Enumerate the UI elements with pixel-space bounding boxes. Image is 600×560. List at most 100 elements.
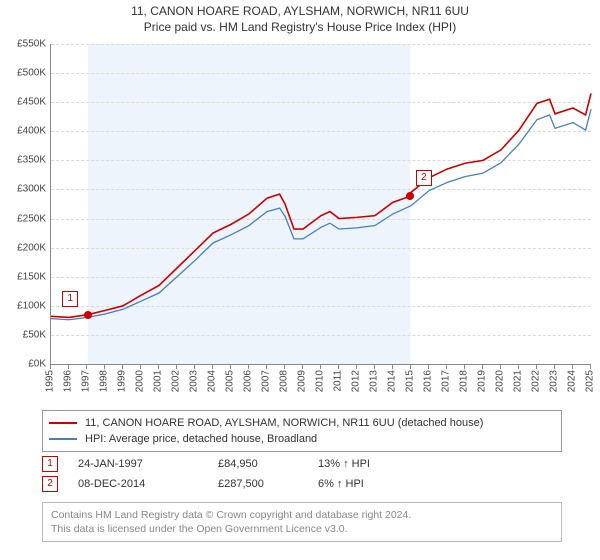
x-tick xyxy=(428,364,429,369)
x-tick xyxy=(122,364,123,369)
x-tick xyxy=(176,364,177,369)
x-tick-label: 2025 xyxy=(585,370,596,392)
y-tick-label: £200K xyxy=(17,242,46,253)
x-tick xyxy=(590,364,591,369)
x-tick xyxy=(266,364,267,369)
legend-label: 11, CANON HOARE ROAD, AYLSHAM, NORWICH, … xyxy=(85,417,483,429)
y-tick-label: £550K xyxy=(17,39,46,50)
x-tick-label: 2018 xyxy=(459,370,470,392)
y-tick-label: £450K xyxy=(17,97,46,108)
y-tick-label: £350K xyxy=(17,155,46,166)
x-tick-label: 2004 xyxy=(207,370,218,392)
x-tick-label: 2024 xyxy=(567,370,578,392)
legend-item: HPI: Average price, detached house, Broa… xyxy=(49,431,555,447)
chart-container: 11, CANON HOARE ROAD, AYLSHAM, NORWICH, … xyxy=(0,0,600,560)
x-tick-label: 2006 xyxy=(243,370,254,392)
x-tick xyxy=(68,364,69,369)
x-tick-label: 2003 xyxy=(189,370,200,392)
x-tick-label: 2002 xyxy=(171,370,182,392)
transaction-diff: 13% ↑ HPI xyxy=(318,458,408,470)
footer-line: Contains HM Land Registry data © Crown c… xyxy=(51,508,553,522)
y-tick-label: £100K xyxy=(17,300,46,311)
footer-attribution: Contains HM Land Registry data © Crown c… xyxy=(42,502,562,542)
legend: 11, CANON HOARE ROAD, AYLSHAM, NORWICH, … xyxy=(42,410,562,452)
x-axis: 1995199619971998199920002001200220032004… xyxy=(50,364,590,402)
x-tick-label: 2021 xyxy=(513,370,524,392)
x-tick xyxy=(464,364,465,369)
x-tick-label: 2020 xyxy=(495,370,506,392)
x-tick-label: 1999 xyxy=(117,370,128,392)
series-line xyxy=(51,93,591,317)
line-layer xyxy=(51,44,591,364)
transaction-number-box: 1 xyxy=(42,456,58,472)
x-tick-label: 2010 xyxy=(315,370,326,392)
x-tick xyxy=(248,364,249,369)
x-tick-label: 2009 xyxy=(297,370,308,392)
x-tick xyxy=(410,364,411,369)
x-tick xyxy=(50,364,51,369)
x-tick-label: 2011 xyxy=(333,370,344,392)
chart-title: 11, CANON HOARE ROAD, AYLSHAM, NORWICH, … xyxy=(0,4,600,18)
x-tick xyxy=(374,364,375,369)
x-tick-label: 1996 xyxy=(63,370,74,392)
transaction-price: £84,950 xyxy=(218,458,318,470)
x-tick-label: 2007 xyxy=(261,370,272,392)
x-tick-label: 2022 xyxy=(531,370,542,392)
x-tick-label: 1995 xyxy=(45,370,56,392)
x-tick-label: 2013 xyxy=(369,370,380,392)
x-tick-label: 1997 xyxy=(81,370,92,392)
x-tick-label: 2019 xyxy=(477,370,488,392)
legend-swatch xyxy=(49,422,77,424)
footer-line: This data is licensed under the Open Gov… xyxy=(51,522,553,536)
transactions-table: 1 24-JAN-1997£84,95013% ↑ HPI 2 08-DEC-2014… xyxy=(42,454,562,494)
transaction-date: 24-JAN-1997 xyxy=(78,458,218,470)
transaction-price: £287,500 xyxy=(218,478,318,490)
title-block: 11, CANON HOARE ROAD, AYLSHAM, NORWICH, … xyxy=(0,0,600,34)
y-tick-label: £250K xyxy=(17,213,46,224)
transaction-row: 1 24-JAN-1997£84,95013% ↑ HPI xyxy=(42,454,562,474)
x-tick-label: 2005 xyxy=(225,370,236,392)
legend-item: 11, CANON HOARE ROAD, AYLSHAM, NORWICH, … xyxy=(49,415,555,431)
x-tick-label: 2016 xyxy=(423,370,434,392)
x-tick xyxy=(500,364,501,369)
transaction-marker-label: 2 xyxy=(416,170,432,186)
x-tick xyxy=(536,364,537,369)
x-tick xyxy=(212,364,213,369)
x-tick-label: 1998 xyxy=(99,370,110,392)
x-tick xyxy=(572,364,573,369)
transaction-date: 08-DEC-2014 xyxy=(78,478,218,490)
legend-swatch xyxy=(49,438,77,440)
x-tick xyxy=(158,364,159,369)
transaction-number-box: 2 xyxy=(42,476,58,492)
x-tick xyxy=(194,364,195,369)
chart-subtitle: Price paid vs. HM Land Registry's House … xyxy=(0,20,600,34)
x-tick xyxy=(320,364,321,369)
y-tick-label: £400K xyxy=(17,126,46,137)
transaction-marker-dot xyxy=(406,192,414,200)
x-tick xyxy=(392,364,393,369)
x-tick xyxy=(482,364,483,369)
y-tick-label: £0K xyxy=(28,359,46,370)
x-tick xyxy=(356,364,357,369)
plot-area: 12 xyxy=(50,44,591,365)
y-tick-label: £150K xyxy=(17,271,46,282)
y-tick-label: £500K xyxy=(17,68,46,79)
x-tick-label: 2014 xyxy=(387,370,398,392)
x-tick-label: 2001 xyxy=(153,370,164,392)
x-tick xyxy=(554,364,555,369)
x-tick xyxy=(302,364,303,369)
x-tick-label: 2008 xyxy=(279,370,290,392)
y-tick-label: £50K xyxy=(23,329,46,340)
x-tick-label: 2015 xyxy=(405,370,416,392)
transaction-marker-dot xyxy=(84,311,92,319)
x-tick xyxy=(230,364,231,369)
x-tick-label: 2023 xyxy=(549,370,560,392)
x-tick-label: 2012 xyxy=(351,370,362,392)
chart-area: £0K £50K £100K £150K £200K £250K £300K £350K £40… xyxy=(6,44,594,402)
x-tick xyxy=(86,364,87,369)
y-axis: £0K£50K£100K£150K£200K£250K£300K£350K£40… xyxy=(6,44,50,364)
transaction-diff: 6% ↑ HPI xyxy=(318,478,408,490)
x-tick xyxy=(446,364,447,369)
y-tick-label: £300K xyxy=(17,184,46,195)
transaction-row: 2 08-DEC-2014£287,5006% ↑ HPI xyxy=(42,474,562,494)
